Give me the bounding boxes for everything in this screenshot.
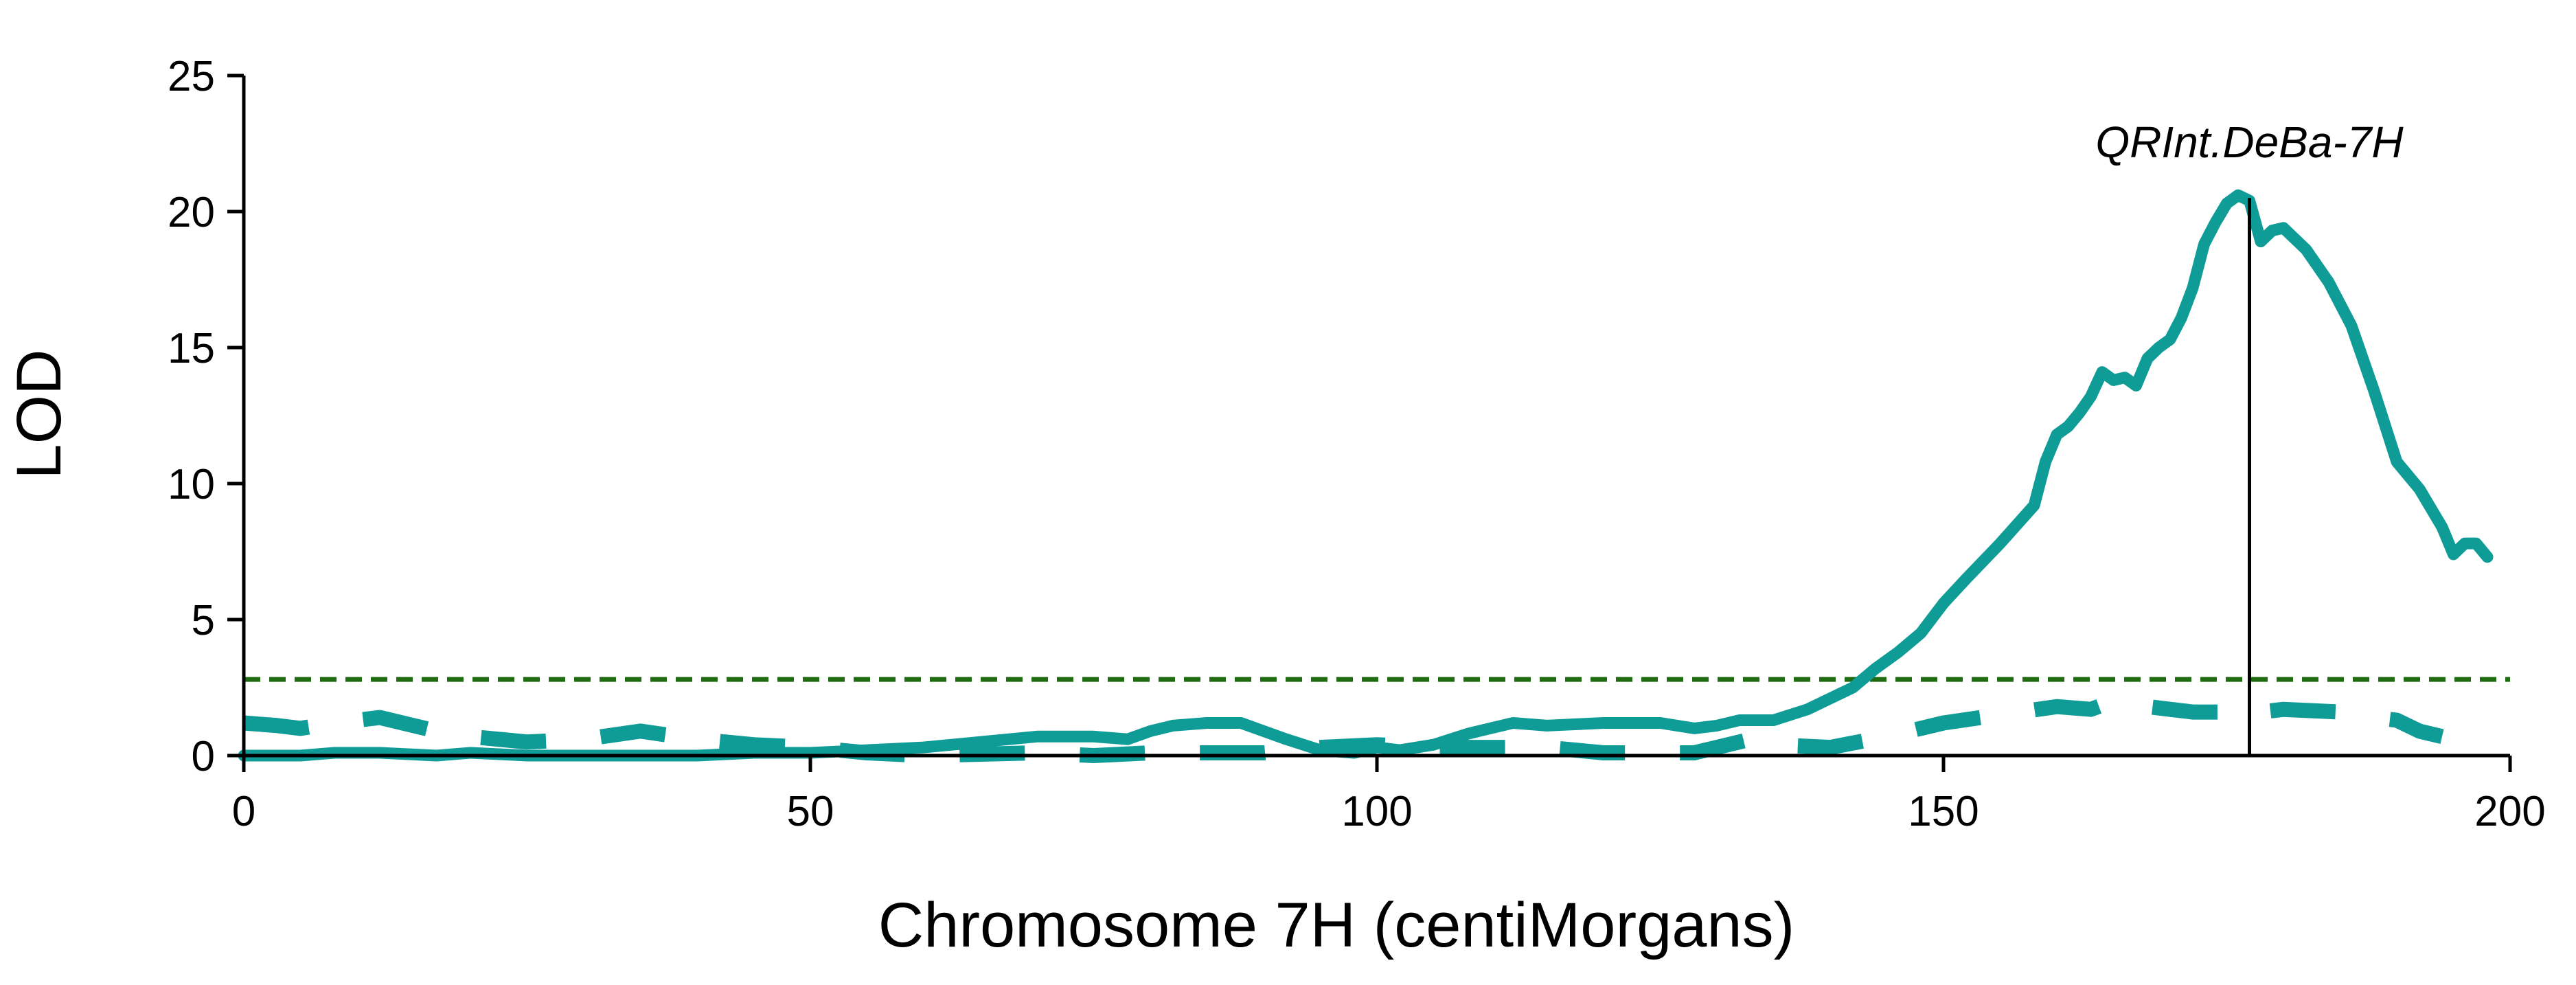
x-axis-title: Chromosome 7H (centiMorgans) <box>878 890 1794 960</box>
y-tick-label: 15 <box>168 325 215 372</box>
axes: 0 5 10 15 20 25 0 50 100 150 200 <box>168 53 2546 835</box>
y-tick-label: 20 <box>168 189 215 236</box>
x-tick-label: 0 <box>232 788 255 835</box>
y-tick-label: 10 <box>168 461 215 508</box>
lod-series-solid <box>238 189 2494 762</box>
y-tick-label: 0 <box>192 733 215 780</box>
y-tick-label: 25 <box>168 53 215 100</box>
y-axis-title: LOD <box>4 349 74 479</box>
x-tick-label: 150 <box>1908 788 1979 835</box>
x-tick-label: 200 <box>2474 788 2545 835</box>
y-tick-label: 5 <box>192 597 215 644</box>
x-tick-label: 50 <box>787 788 834 835</box>
x-tick-label: 100 <box>1341 788 1412 835</box>
qtl-peak-annotation: QRInt.DeBa-7H <box>2095 117 2404 167</box>
lod-series-dashed <box>243 693 2444 763</box>
plot-area <box>238 189 2510 763</box>
